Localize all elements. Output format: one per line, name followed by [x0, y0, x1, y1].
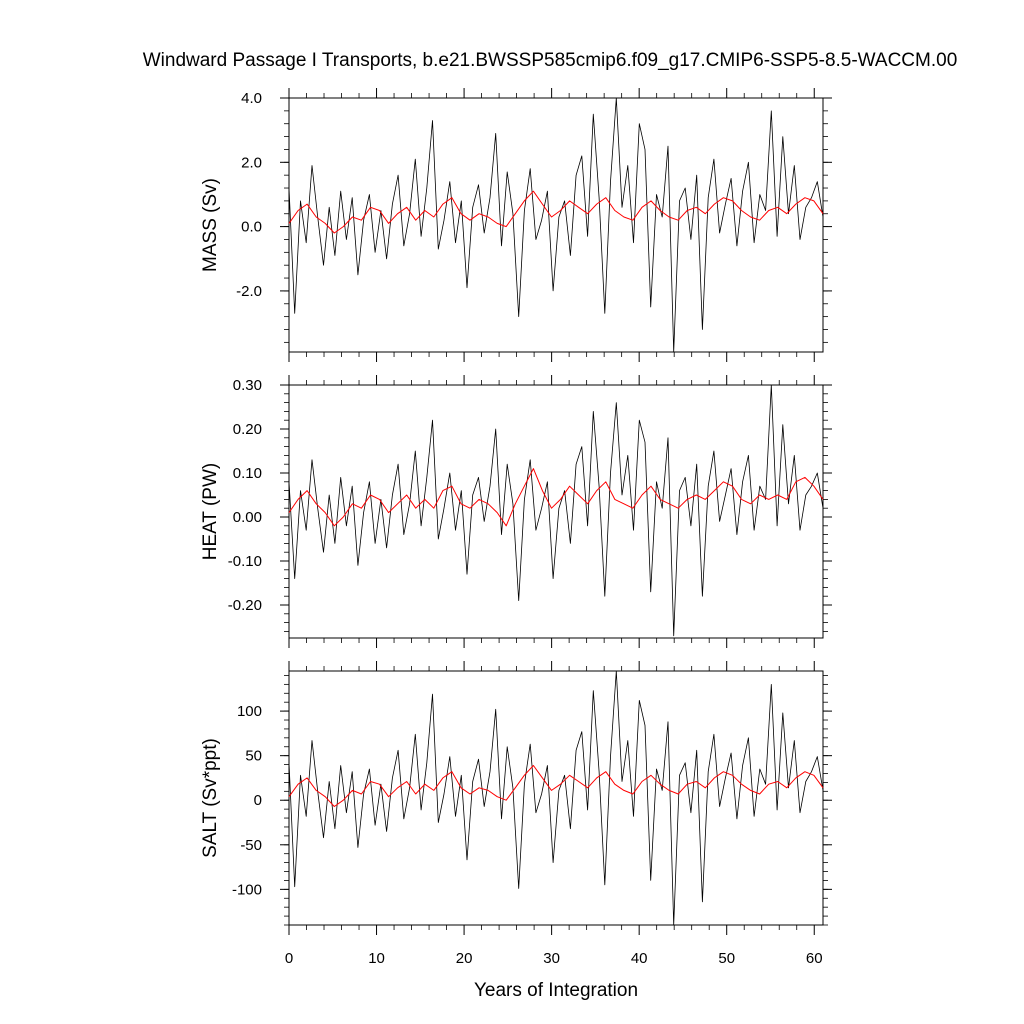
plot-frame	[288, 670, 824, 926]
x-tick-label: 20	[456, 950, 473, 967]
y-tick-label: 0.30	[233, 377, 262, 394]
y-tick-label: -100	[232, 881, 262, 898]
y-tick-label: 2.0	[241, 154, 262, 171]
y-tick-label: -50	[240, 837, 262, 854]
y-tick-label: -0.20	[228, 597, 262, 614]
panel-3: 100 50 0 -50 -100 0 10 20 30 40 50 60 Years of Integ…	[200, 661, 832, 1001]
x-tick-label: 60	[806, 950, 823, 967]
plot-frame	[288, 384, 824, 639]
y-tick-label: 0.10	[233, 465, 262, 482]
series-line-monthly	[288, 97, 824, 353]
y-axis-label: SALT (Sv*ppt)	[200, 738, 221, 858]
y-tick-label: 50	[245, 748, 262, 765]
y-tick-label: -0.10	[228, 553, 262, 570]
series-line-annual	[288, 468, 824, 527]
series-line-monthly	[288, 384, 824, 637]
y-tick-label: 4.0	[241, 90, 262, 107]
y-axis-label: MASS (Sv)	[200, 178, 221, 272]
series-line-monthly	[288, 670, 824, 926]
x-tick-label: 40	[631, 950, 648, 967]
panel-1: 4.0 2.0 0.0 -2.0 MASS (Sv)	[200, 88, 832, 362]
chart-title: Windward Passage I Transports, b.e21.BWS…	[143, 50, 958, 71]
y-tick-label: -2.0	[236, 283, 262, 300]
y-tick-label: 0	[254, 792, 262, 809]
y-axis-label: HEAT (PW)	[200, 463, 221, 560]
x-tick-label: 30	[543, 950, 560, 967]
x-axis-label: Years of Integration	[474, 980, 638, 1001]
x-tick-label: 0	[285, 950, 293, 967]
x-tick-label: 50	[718, 950, 735, 967]
y-tick-label: 100	[237, 703, 262, 720]
series-line-annual	[288, 190, 824, 234]
plot-frame	[288, 97, 824, 353]
x-tick-label: 10	[368, 950, 385, 967]
y-tick-label: 0.20	[233, 421, 262, 438]
panel-2: 0.30 0.20 0.10 0.00 -0.10 -0.20 HEAT (PW)	[200, 375, 832, 648]
y-tick-label: 0.0	[241, 219, 262, 236]
panels: 4.0 2.0 0.0 -2.0 MASS (Sv) 0.30 0.20 0.10 0.00 -0…	[200, 88, 832, 1001]
y-tick-label: 0.00	[233, 509, 262, 526]
series-line-annual	[288, 765, 824, 807]
